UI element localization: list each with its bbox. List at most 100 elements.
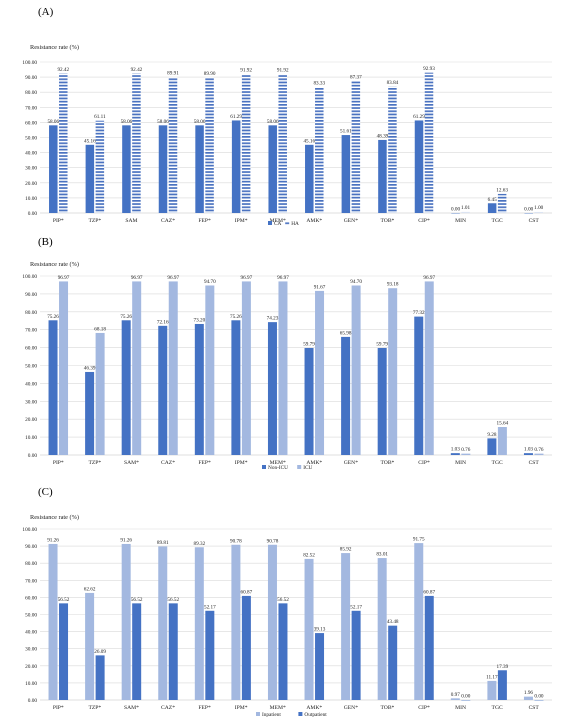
bar-ha-CST (534, 211, 543, 213)
data-label: 85.92 (340, 547, 352, 553)
bar-ha-FEP (205, 77, 214, 213)
bar-inpatient-TOB (377, 558, 387, 700)
bar-non-icu-TZP (85, 371, 95, 455)
data-label: 58.06 (47, 119, 59, 125)
data-label: 15.64 (497, 421, 509, 427)
bar-inpatient-PIP (48, 543, 58, 700)
data-label: 58.06 (194, 119, 206, 125)
x-tick-label: IPM* (235, 460, 248, 466)
bar-non-icu-CST (523, 453, 533, 455)
data-label: 46.39 (84, 365, 96, 371)
data-label: 0.00 (534, 694, 543, 700)
data-label: 91.26 (120, 537, 132, 543)
x-tick-label: TOB* (380, 460, 394, 466)
x-tick-label: MEM* (270, 218, 286, 224)
bar-ca-SAM (122, 125, 131, 213)
bar-icu-MEM (278, 281, 288, 455)
data-label: 96.97 (423, 275, 435, 281)
x-tick-label: TGC (492, 705, 503, 711)
data-label: 74.23 (267, 316, 279, 322)
bar-non-icu-MEM (267, 322, 277, 455)
data-label: 72.16 (157, 319, 169, 325)
data-label: 0.76 (534, 447, 543, 453)
data-label: 96.97 (167, 275, 179, 281)
y-axis-title: Resistance rate (%) (30, 261, 79, 268)
chart-b: Resistance rate (%) 0.00 10.00 20.00 30.00 40… (22, 261, 552, 471)
data-label: 9.28 (487, 432, 496, 438)
legend-swatch (268, 221, 272, 225)
bar-ca-CIP (414, 120, 424, 213)
x-tick-label: IPM* (235, 705, 248, 711)
data-label: 61.29 (230, 114, 242, 120)
y-tick-label: 20.00 (25, 181, 37, 187)
x-tick-label: AMK* (306, 218, 322, 224)
bar-ha-GEN (351, 81, 361, 213)
data-label: 1.96 (524, 690, 533, 696)
y-tick-label: 40.00 (25, 381, 37, 387)
x-tick-label: GEN* (344, 460, 358, 466)
x-tick-label: TGC (492, 218, 503, 224)
x-tick-label: SAM (125, 218, 137, 224)
data-label: 56.52 (131, 597, 143, 603)
data-label: 96.97 (131, 275, 143, 281)
legend-label: Inpatient (262, 712, 281, 718)
bar-ca-MEM (268, 125, 277, 213)
y-tick-label: 40.00 (25, 630, 37, 636)
bar-inpatient-MEM (267, 544, 277, 700)
bar-non-icu-TGC (487, 438, 497, 455)
bar-inpatient-CAZ (158, 546, 168, 700)
x-tick-label: PIP* (53, 218, 64, 224)
x-tick-label: AMK* (306, 705, 322, 711)
bar-inpatient-CST (523, 696, 533, 700)
data-label: 59.79 (376, 341, 388, 347)
x-tick-label: CST (529, 218, 540, 224)
data-label: 45.16 (84, 138, 96, 144)
bar-ca-GEN (341, 135, 351, 213)
data-label: 0.00 (461, 694, 470, 700)
data-label: 6.45 (488, 197, 497, 203)
bar-ca-CAZ (158, 125, 168, 213)
data-label: 92.42 (57, 67, 69, 73)
bar-outpatient-CAZ (168, 603, 178, 700)
y-tick-label: 50.00 (25, 136, 37, 142)
data-label: 52.17 (204, 604, 216, 610)
x-tick-label: SAM* (124, 705, 139, 711)
x-tick-label: TZP* (88, 218, 101, 224)
y-tick-label: 30.00 (25, 166, 37, 172)
bar-ca-IPM (231, 120, 241, 213)
y-tick-label: 50.00 (25, 364, 37, 370)
bar-outpatient-TOB (388, 625, 398, 700)
y-tick-label: 80.00 (25, 561, 37, 567)
bar-ha-TGC (497, 193, 507, 213)
bar-ca-PIP (49, 125, 58, 213)
bar-ha-PIP (59, 73, 68, 213)
bar-non-icu-GEN (341, 336, 351, 455)
x-tick-label: CIP* (418, 460, 430, 466)
bar-ca-AMK (305, 144, 314, 213)
bar-icu-IPM (241, 281, 251, 455)
x-tick-label: CAZ* (161, 705, 175, 711)
bar-ca-TZP (85, 144, 95, 213)
data-label: 90.78 (267, 538, 279, 544)
chart-a: Resistance rate (%) 0.00 10.00 20.00 30.00 40… (22, 44, 552, 227)
data-label: 96.97 (58, 275, 70, 281)
x-tick-label: FEP* (198, 460, 211, 466)
bar-outpatient-GEN (351, 610, 361, 700)
x-tick-label: TOB* (380, 705, 394, 711)
legend-label: HA (291, 221, 299, 227)
legend-swatch (298, 712, 303, 716)
data-label: 68.18 (94, 326, 106, 332)
bar-inpatient-CIP (414, 543, 424, 700)
bar-ha-IPM (241, 74, 251, 213)
bar-non-icu-CIP (414, 316, 424, 455)
x-tick-label: MIN (455, 218, 466, 224)
x-tick-label: CAZ* (161, 218, 175, 224)
y-tick-label: 50.00 (25, 613, 37, 619)
bar-ha-MIN (461, 211, 470, 213)
data-label: 87.37 (350, 75, 362, 81)
data-label: 94.70 (204, 279, 216, 285)
data-label: 91.67 (314, 284, 326, 290)
x-tick-label: FEP* (198, 705, 211, 711)
data-label: 1.03 (451, 447, 460, 453)
x-tick-label: CIP* (418, 705, 430, 711)
